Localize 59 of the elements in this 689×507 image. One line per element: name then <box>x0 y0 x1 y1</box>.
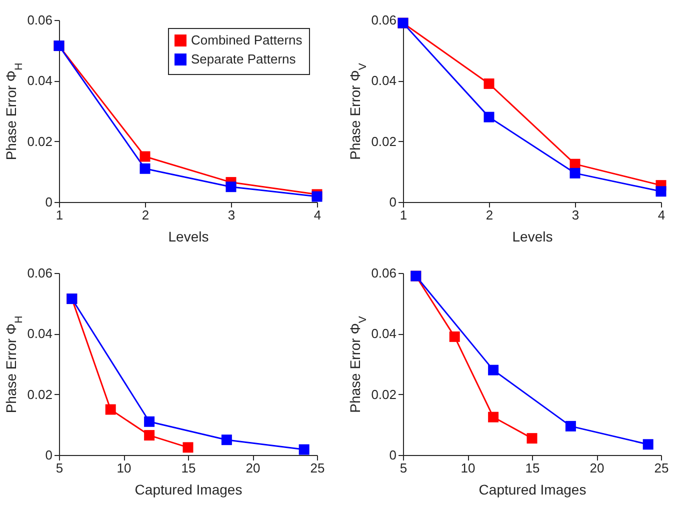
x-axis-title: Levels <box>168 228 209 244</box>
y-tick-label: 0.02 <box>371 134 396 149</box>
y-tick-label: 0.06 <box>371 266 396 280</box>
x-tick-label: 20 <box>590 460 604 476</box>
point <box>105 404 116 415</box>
x-tick-label: 2 <box>142 208 150 222</box>
y-tick-label: 0 <box>45 448 52 462</box>
x-axis-title: Levels <box>512 228 553 244</box>
point <box>449 331 460 342</box>
y-tick-label: 0.06 <box>27 266 52 280</box>
point <box>570 168 580 178</box>
point <box>144 430 155 441</box>
legend-label: Separate Patterns <box>191 52 296 66</box>
x-tick-label: 25 <box>654 460 669 476</box>
y-tick-label: 0 <box>389 194 396 210</box>
y-tick-label: 0.06 <box>371 12 396 28</box>
x-tick-label: 20 <box>246 460 260 476</box>
y-tick-label: 0.04 <box>371 73 396 88</box>
point <box>221 434 232 446</box>
x-tick-label: 10 <box>116 460 132 476</box>
legend-label: Combined Patterns <box>191 32 303 48</box>
point <box>565 420 576 432</box>
point <box>484 78 494 89</box>
point <box>484 112 494 122</box>
point <box>526 433 538 444</box>
point <box>140 163 150 174</box>
y-tick-label: 0 <box>45 194 52 210</box>
x-tick-label: 4 <box>658 208 666 222</box>
x-tick-label: 3 <box>228 208 236 222</box>
x-tick-label: 1 <box>400 208 408 222</box>
point <box>298 444 310 455</box>
point <box>488 364 499 376</box>
x-tick-label: 3 <box>572 208 580 222</box>
point <box>226 182 236 192</box>
point <box>488 412 499 422</box>
x-tick-label: 5 <box>56 460 64 476</box>
x-tick-label: 15 <box>181 460 196 476</box>
x-tick-label: 1 <box>56 208 64 222</box>
x-tick-label: 2 <box>486 208 494 222</box>
point <box>182 442 194 453</box>
y-tick-label: 0.02 <box>27 134 52 149</box>
y-tick-label: 0.04 <box>27 326 52 342</box>
x-tick-label: 10 <box>460 460 476 476</box>
x-tick-label: 4 <box>314 208 322 222</box>
x-tick-label: 15 <box>525 460 540 476</box>
y-tick-label: 0.02 <box>371 386 396 402</box>
x-tick-label: 25 <box>310 460 325 476</box>
point <box>144 416 155 427</box>
y-tick-label: 0.04 <box>371 326 396 342</box>
y-tick-label: 0 <box>389 448 396 462</box>
y-tick-label: 0.02 <box>27 386 52 402</box>
point <box>642 439 654 450</box>
x-tick-label: 5 <box>400 460 408 476</box>
point <box>140 151 150 162</box>
y-tick-label: 0.04 <box>27 73 52 88</box>
x-axis-title: Captured Images <box>478 482 586 498</box>
point <box>656 186 666 197</box>
x-axis-title: Captured Images <box>134 482 242 498</box>
y-tick-label: 0.06 <box>27 12 52 28</box>
